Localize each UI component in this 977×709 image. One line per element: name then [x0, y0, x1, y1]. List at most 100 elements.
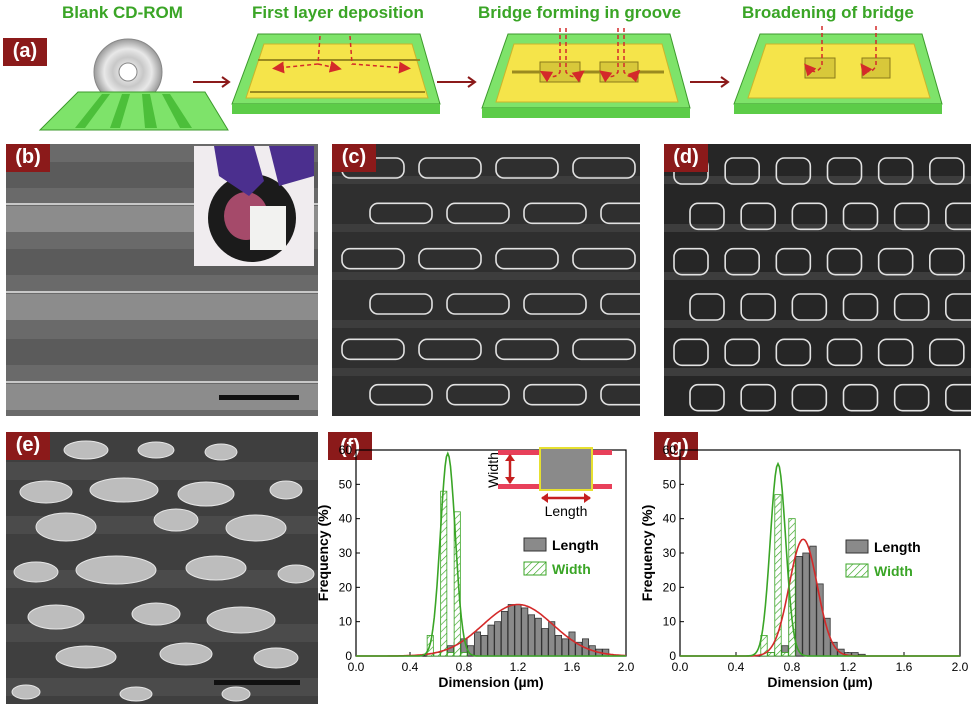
bridge-outline [724, 338, 760, 367]
y-tick-label: 30 [663, 546, 677, 560]
bridge-outline [893, 383, 930, 412]
bridge-outline [893, 202, 930, 231]
legend-swatch-length [845, 539, 869, 554]
legend-label-width: Width [874, 563, 913, 579]
metal-island [253, 647, 299, 669]
y-tick-label: 20 [339, 580, 353, 594]
panel-label-g-bg [654, 432, 698, 460]
bridge-outline [341, 247, 405, 270]
bridge-outline [775, 247, 812, 276]
bridge-outline [877, 338, 914, 367]
bridge-outline [572, 247, 636, 270]
bridge-outline [877, 247, 914, 276]
x-tick-label: 1.2 [840, 660, 857, 674]
sem-image-d [664, 144, 971, 416]
metal-island [119, 686, 153, 702]
y-tick-label: 60 [663, 443, 677, 457]
broadening-block [733, 26, 943, 114]
metal-island [206, 606, 276, 634]
histogram-chart-f: (f) 0 10 20 30 40 50 60 0.0 0.4 0.8 1.2 1.6 2.0 Dimen… [315, 432, 635, 690]
bridge-outline [826, 247, 863, 276]
length-bar [494, 621, 502, 657]
x-tick-label: 0.4 [728, 660, 745, 674]
x-axis-label: Dimension (µm) [767, 674, 872, 690]
width-bar [446, 652, 455, 657]
length-bar [514, 604, 522, 657]
sem-image-e [6, 432, 318, 704]
sem-bridges-d [664, 157, 971, 412]
sem-bridges-c [332, 157, 640, 406]
bridge-outline [446, 202, 510, 225]
legend-swatch-width [845, 563, 869, 578]
bridge-outline [740, 383, 776, 412]
first-layer-block [231, 33, 441, 114]
groove-stripe [332, 272, 640, 280]
bridge-outline [495, 247, 559, 270]
bridge-outline [826, 157, 863, 185]
bridge-outline [775, 338, 812, 367]
groove-stripe [664, 176, 971, 184]
x-tick-label: 0.4 [402, 660, 419, 674]
panel-label-f-bg [328, 432, 372, 460]
bridge-outline [418, 338, 482, 361]
bridge-outline [945, 202, 971, 231]
groove-stripe [664, 368, 971, 376]
bridge-outline [775, 157, 812, 185]
bridge-outline [740, 293, 776, 321]
groove-stripe [664, 224, 971, 232]
panel-label-c: (c) [332, 144, 376, 172]
bridge-outline [945, 293, 971, 321]
panel-label-g: (g) [663, 436, 689, 458]
metal-island [225, 514, 287, 542]
width-bar [460, 652, 468, 657]
length-bar [521, 607, 529, 657]
panel-label-a: (a) [3, 38, 47, 66]
bridge-outline [600, 383, 640, 406]
metal-island [11, 684, 41, 700]
y-tick-label: 20 [663, 580, 677, 594]
bridge-outline [600, 293, 640, 315]
metal-island [137, 441, 175, 459]
groove-stripe [332, 176, 640, 184]
step-title-blank-cd: Blank CD-ROM [62, 3, 183, 22]
bridge-outline [495, 157, 559, 179]
length-bar [500, 610, 509, 657]
y-tick-label: 0 [345, 649, 352, 663]
y-tick-label: 50 [339, 477, 353, 491]
bridge-outline [791, 202, 828, 231]
length-bar [795, 556, 803, 657]
x-tick-label: 2.0 [952, 660, 969, 674]
bridge-outline [673, 247, 709, 276]
bridge-outline [791, 383, 828, 412]
bridge-outline [523, 383, 587, 406]
bridge-outline [523, 293, 587, 315]
length-bar [507, 604, 515, 657]
width-fit-curve [680, 461, 960, 657]
groove-stripe [664, 272, 971, 280]
step-title-broadening: Broadening of bridge [742, 3, 914, 22]
length-bar [473, 631, 482, 657]
length-bar [534, 617, 542, 657]
bridge-outline [724, 247, 760, 276]
bridge-outline [572, 157, 636, 179]
metal-island [153, 508, 199, 532]
length-bar [816, 583, 824, 657]
y-tick-label: 40 [663, 512, 677, 526]
metal-island [177, 481, 235, 507]
metal-island [63, 440, 109, 460]
x-tick-label: 0.0 [348, 660, 365, 674]
sem-islands-e [6, 432, 318, 704]
groove-stripe [664, 320, 971, 328]
metal-island [204, 443, 238, 461]
groove-stripe [332, 368, 640, 376]
x-tick-label: 0.8 [456, 660, 473, 674]
cd-rom-icon [38, 38, 229, 131]
y-tick-label: 10 [339, 615, 353, 629]
histogram-chart-g: (g) 0 10 20 30 40 50 60 0.0 0.4 0.8 1.2 1.6 2.0 Dimen… [640, 432, 969, 690]
metal-island [159, 642, 213, 666]
groove-stripe [6, 462, 318, 480]
bridge-outline [369, 293, 433, 315]
length-bar [568, 631, 576, 657]
bridge-outline [495, 338, 559, 361]
length-bar [548, 621, 556, 657]
